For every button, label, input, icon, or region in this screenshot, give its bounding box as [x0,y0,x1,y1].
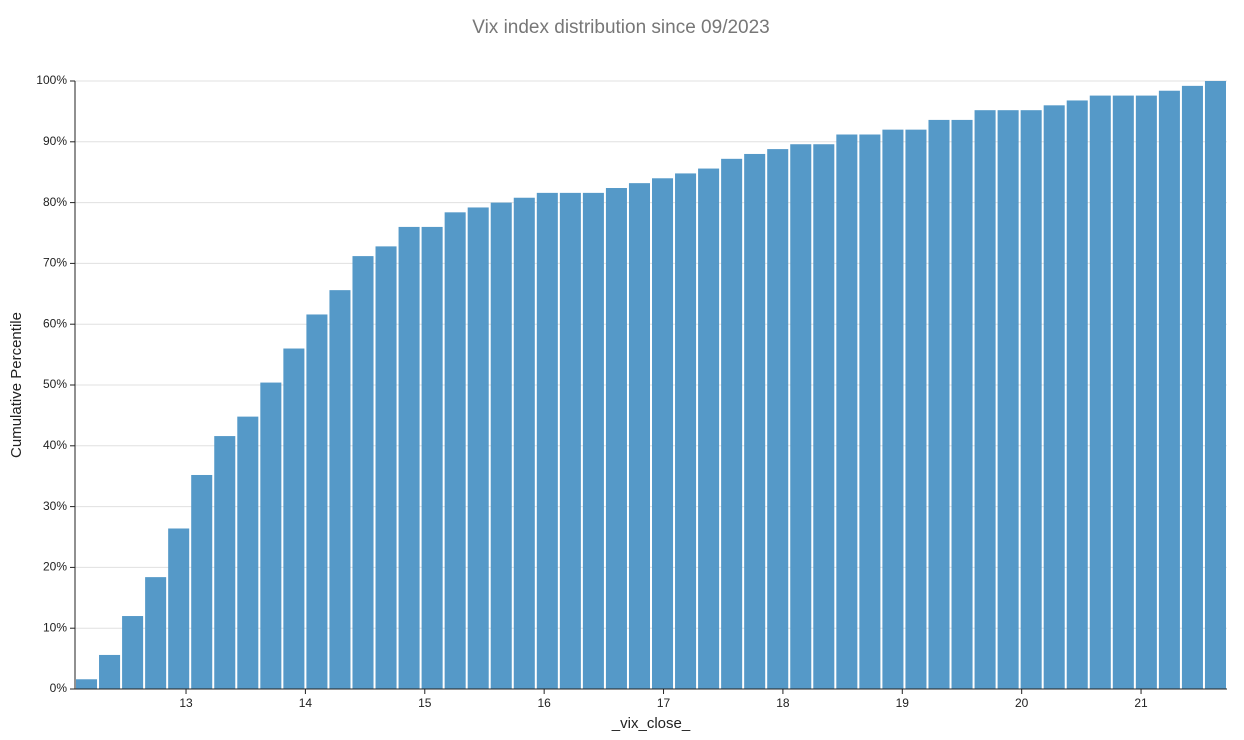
y-tick-label: 90% [43,134,67,148]
bar [1112,95,1134,690]
bar [214,436,236,689]
bar [1135,95,1157,690]
y-tick-label: 70% [43,256,67,270]
y-tick-label: 10% [43,620,67,634]
bar [721,158,743,690]
bar [951,119,973,690]
x-tick-label: 19 [896,696,910,710]
bar [421,226,443,690]
y-tick-label: 50% [43,377,67,391]
bar [605,188,627,689]
bar [352,256,374,689]
bar [99,654,121,689]
bar [997,110,1019,689]
y-axis-label: Cumulative Percentile [8,312,25,458]
y-tick-label: 100% [36,73,67,87]
bar [628,183,650,690]
bar [1020,110,1042,689]
y-tick-label: 30% [43,499,67,513]
bar [813,144,835,689]
bar [582,192,604,689]
chart-title: Vix index distribution since 09/2023 [472,17,770,38]
bar [1158,90,1180,689]
y-tick-label: 80% [43,195,67,209]
bar [306,314,328,689]
bar [1181,85,1203,689]
bar [490,202,512,689]
bar [536,192,558,689]
x-tick-label: 21 [1134,696,1148,710]
bar [1066,100,1088,690]
x-tick-label: 14 [299,696,313,710]
bar [1043,105,1065,689]
bar [974,110,996,689]
bar [905,129,927,689]
bar [145,577,167,689]
bar [260,382,282,689]
bar [1089,95,1111,690]
x-tick-label: 18 [776,696,790,710]
bar [168,528,190,689]
bar [836,134,858,689]
bar [675,173,697,689]
bar [928,119,950,690]
bar [652,178,674,689]
x-axis-label: _vix_close_ [611,715,691,732]
y-tick-label: 0% [50,681,68,695]
bar [559,192,581,689]
bar [767,149,789,689]
bar [122,616,144,689]
x-tick-label: 15 [418,696,432,710]
bar [859,134,881,689]
bar [744,153,766,689]
bar [444,212,466,689]
bar [76,679,98,689]
y-tick-label: 20% [43,560,67,574]
bar [237,416,259,689]
bar [513,197,535,689]
x-tick-label: 13 [179,696,193,710]
x-tick-label: 17 [657,696,671,710]
y-tick-label: 40% [43,438,67,452]
bar [329,290,351,689]
y-tick-label: 60% [43,316,67,330]
bar [790,144,812,689]
bar [698,168,720,689]
x-tick-label: 16 [537,696,551,710]
bar [191,474,213,689]
bar [882,129,904,689]
bar [375,246,397,689]
x-tick-label: 20 [1015,696,1029,710]
bar [467,207,489,690]
bar [398,226,420,690]
bar [1204,81,1226,689]
bar [283,348,305,689]
